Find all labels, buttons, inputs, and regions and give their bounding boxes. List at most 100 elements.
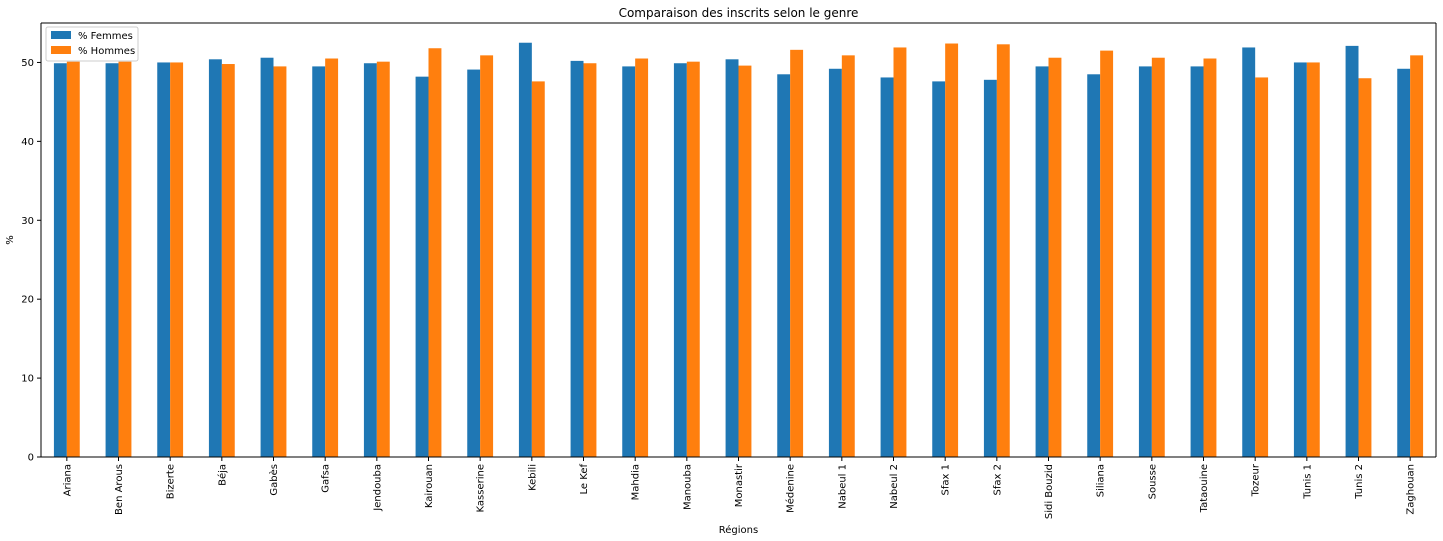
x-tick-label-tozeur: Tozeur <box>1251 463 1262 497</box>
bars-layer <box>53 42 1424 458</box>
x-tick-label-gafsa: Gafsa <box>321 464 332 493</box>
bar-femmes-zaghouan <box>1397 68 1411 458</box>
bar-femmes-nabeul-2 <box>880 77 894 457</box>
x-tick-label-siliana: Siliana <box>1096 464 1107 497</box>
bar-femmes-sfax-2 <box>983 79 997 457</box>
bar-hommes-zaghouan <box>1410 55 1424 457</box>
bar-femmes-monastir <box>725 59 739 458</box>
bar-femmes-nabeul-1 <box>828 68 842 458</box>
bar-femmes-gabes <box>260 57 274 457</box>
x-tick-label-nabeul-1: Nabeul 1 <box>837 464 848 509</box>
bar-femmes-kebili <box>518 42 532 457</box>
x-tick-label-gabes: Gabès <box>268 464 280 496</box>
bar-hommes-sousse <box>1151 57 1165 457</box>
bar-femmes-manouba <box>673 63 687 458</box>
x-tick-label-manouba: Manouba <box>682 464 693 510</box>
x-tick-label-zaghouan: Zaghouan <box>1406 464 1417 515</box>
y-tick-label: 0 <box>28 453 34 464</box>
y-tick-label: 20 <box>21 295 34 306</box>
bar-hommes-medenine <box>790 49 804 457</box>
bar-hommes-kebili <box>531 81 545 457</box>
bar-hommes-nabeul-1 <box>841 55 855 457</box>
legend-swatch-hommes <box>51 46 71 54</box>
bar-hommes-nabeul-2 <box>893 47 907 458</box>
bar-femmes-sfax-1 <box>932 81 946 457</box>
x-tick-label-tunis-1: Tunis 1 <box>1302 464 1313 500</box>
bar-femmes-gafsa <box>312 66 326 458</box>
bar-femmes-kasserine <box>467 69 481 457</box>
bar-femmes-beja <box>208 59 222 458</box>
y-tick-label: 40 <box>21 137 34 148</box>
x-tick-label-kairouan: Kairouan <box>424 464 435 508</box>
x-tick-label-jendouba: Jendouba <box>372 464 383 512</box>
bar-femmes-tunis-1 <box>1293 62 1307 457</box>
bar-femmes-le-kef <box>570 60 584 457</box>
bar-hommes-bizerte <box>170 62 184 457</box>
y-tick-label: 10 <box>21 374 34 385</box>
bar-femmes-ben-arous <box>105 63 119 458</box>
bar-hommes-beja <box>221 64 235 457</box>
x-tick-label-le-kef: Le Kef <box>579 464 590 495</box>
x-tick-label-ariana: Ariana <box>62 464 73 496</box>
legend-label-femmes: % Femmes <box>78 31 133 42</box>
x-tick-label-sfax-2: Sfax 2 <box>992 464 1003 495</box>
bar-hommes-sfax-1 <box>945 43 959 458</box>
legend-label-hommes: % Hommes <box>78 46 135 57</box>
bar-hommes-sidi-bouzid <box>1048 57 1062 457</box>
x-tick-label-bizerte: Bizerte <box>166 464 177 499</box>
bar-hommes-mahdia <box>635 58 649 457</box>
bar-femmes-medenine <box>777 74 791 457</box>
x-tick-label-sousse: Sousse <box>1147 464 1158 499</box>
bar-femmes-kairouan <box>415 76 429 457</box>
y-axis: 0 10 20 30 40 50 <box>21 58 41 464</box>
x-tick-label-mahdia: Mahdia <box>631 464 642 500</box>
bar-femmes-tataouine <box>1190 66 1204 458</box>
bar-hommes-jendouba <box>376 61 390 458</box>
bar-hommes-tataouine <box>1203 58 1217 457</box>
bar-hommes-siliana <box>1100 50 1114 458</box>
x-tick-label-nabeul-2: Nabeul 2 <box>889 464 900 509</box>
y-tick-label: 30 <box>21 216 34 227</box>
legend-swatch-femmes <box>51 31 71 39</box>
bar-hommes-manouba <box>686 61 700 458</box>
x-tick-label-medenine: Médenine <box>785 464 797 513</box>
x-axis: Ariana Ben Arous Bizerte Béja Gabès Gafsa Jend… <box>62 457 1417 519</box>
x-tick-label-tataouine: Tataouine <box>1199 464 1210 513</box>
bar-femmes-tozeur <box>1242 47 1256 458</box>
y-axis-label: % <box>5 235 16 245</box>
bar-femmes-tunis-2 <box>1345 45 1359 457</box>
bar-hommes-gafsa <box>325 58 339 457</box>
x-tick-label-sfax-1: Sfax 1 <box>941 464 952 495</box>
bar-hommes-ariana <box>66 61 80 458</box>
bar-hommes-kairouan <box>428 48 442 457</box>
x-tick-label-monastir: Monastir <box>734 463 745 507</box>
x-tick-label-kebili: Kebili <box>527 464 538 491</box>
bar-hommes-monastir <box>738 65 752 458</box>
bar-femmes-bizerte <box>157 62 171 457</box>
bar-femmes-mahdia <box>622 66 636 458</box>
x-tick-label-ben-arous: Ben Arous <box>114 464 125 515</box>
x-tick-label-tunis-2: Tunis 2 <box>1354 464 1365 500</box>
bar-hommes-ben-arous <box>118 61 132 458</box>
bar-hommes-tozeur <box>1255 77 1269 457</box>
x-tick-label-sidi-bouzid: Sidi Bouzid <box>1044 464 1055 519</box>
bar-femmes-siliana <box>1087 74 1101 457</box>
bar-hommes-kasserine <box>480 55 494 457</box>
y-tick-label: 50 <box>21 58 34 69</box>
bar-femmes-ariana <box>53 63 67 458</box>
x-tick-label-kasserine: Kasserine <box>476 464 487 512</box>
bar-hommes-tunis-1 <box>1306 62 1320 457</box>
bar-hommes-gabes <box>273 66 287 458</box>
bar-femmes-sidi-bouzid <box>1035 66 1049 458</box>
bar-hommes-tunis-2 <box>1358 78 1372 458</box>
bar-femmes-sousse <box>1138 66 1152 458</box>
chart-title: Comparaison des inscrits selon le genre <box>619 6 859 20</box>
x-tick-label-beja: Béja <box>216 464 228 486</box>
bar-hommes-sfax-2 <box>996 44 1010 458</box>
bar-femmes-jendouba <box>363 63 377 458</box>
x-axis-label: Régions <box>719 524 758 536</box>
bar-hommes-le-kef <box>583 63 597 458</box>
legend: % Femmes % Hommes <box>45 26 139 62</box>
